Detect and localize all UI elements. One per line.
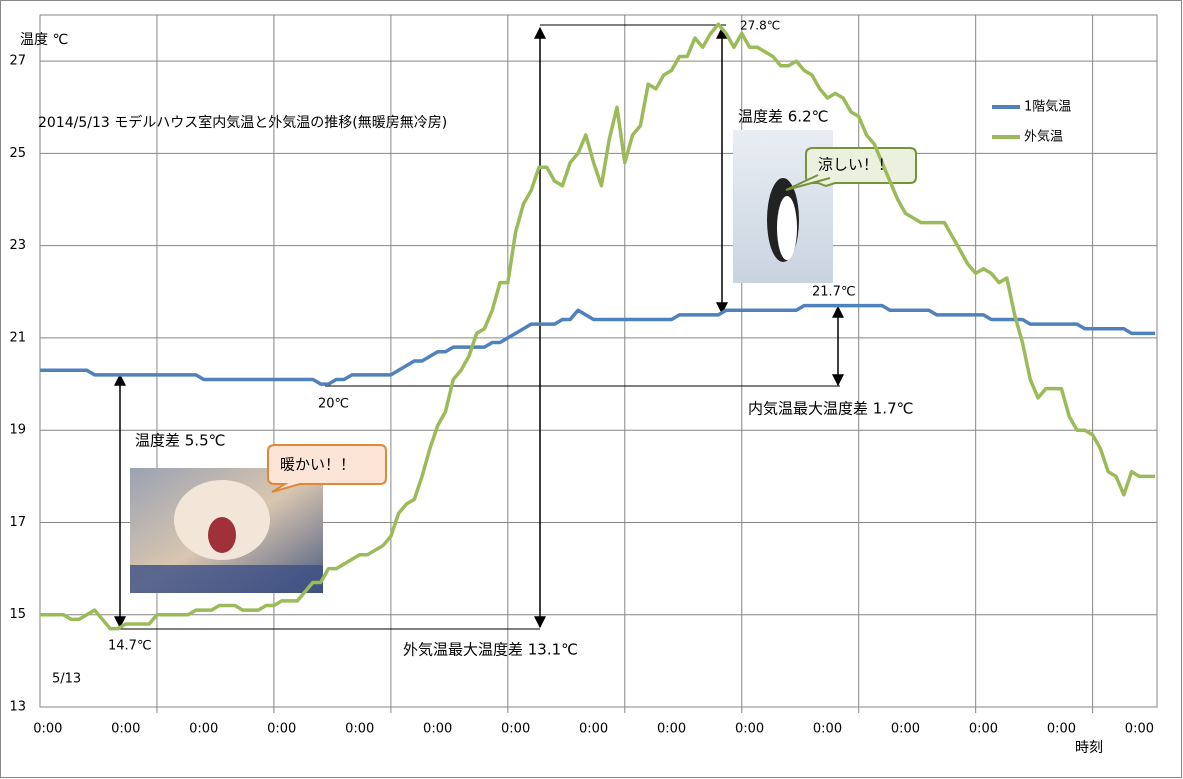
x-tick-label: 0:00 xyxy=(813,722,842,737)
penguin-belly xyxy=(777,196,797,260)
annotation: 21.7℃ xyxy=(812,285,856,300)
annotation: 涼しい！！ xyxy=(818,156,893,174)
legend-label: 1階気温 xyxy=(1024,99,1071,115)
series-line xyxy=(40,303,1155,386)
x-tick-label: 0:00 xyxy=(345,722,374,737)
x-tick-label: 0:00 xyxy=(579,722,608,737)
annotation: 内気温最大温度差 1.7℃ xyxy=(748,400,913,418)
annotation: 温度差 6.2℃ xyxy=(738,108,828,126)
x-tick-label: 0:00 xyxy=(423,722,452,737)
y-tick-label: 15 xyxy=(9,607,26,622)
x-tick-label: 0:00 xyxy=(657,722,686,737)
y-axis-label: 温度 ℃ xyxy=(20,32,68,48)
annotation: 5/13 xyxy=(52,672,81,687)
x-tick-label: 0:00 xyxy=(267,722,296,737)
x-tick-label: 0:00 xyxy=(735,722,764,737)
y-tick-label: 23 xyxy=(9,238,26,253)
y-tick-label: 13 xyxy=(9,700,26,715)
annotation: 27.8℃ xyxy=(740,19,780,33)
bubble xyxy=(267,444,387,493)
x-tick-label: 0:00 xyxy=(501,722,530,737)
x-tick-label: 0:00 xyxy=(189,722,218,737)
annotation: 20℃ xyxy=(318,397,349,412)
y-tick-label: 25 xyxy=(9,146,26,161)
x-tick-label: 0:00 xyxy=(1047,722,1076,737)
annotation: 14.7℃ xyxy=(108,639,152,654)
x-tick-label: 0:00 xyxy=(111,722,140,737)
annotation: 温度差 5.5℃ xyxy=(135,432,225,450)
x-tick-label: 0:00 xyxy=(33,722,62,737)
cat-blanket xyxy=(130,565,323,593)
x-tick-label: 0:00 xyxy=(891,722,920,737)
annotation: 外気温最大温度差 13.1℃ xyxy=(403,641,578,659)
bubble-tail xyxy=(785,174,831,191)
plot-layer: 13 15 17 19 21 23 25 27 0:00 0:00 0:00 0:00 0:00 0:00… xyxy=(9,15,1157,737)
chart-title: 2014/5/13 モデルハウス室内気温と外気温の推移(無暖房無冷房) xyxy=(38,114,447,131)
x-tick-label: 0:00 xyxy=(1125,722,1154,737)
y-tick-label: 19 xyxy=(9,423,26,438)
y-tick-label: 21 xyxy=(9,330,26,345)
y-tick-label: 17 xyxy=(9,515,26,530)
x-axis-label: 時刻 xyxy=(1075,740,1103,756)
cat-mouth xyxy=(208,517,236,553)
legend-label: 外気温 xyxy=(1024,129,1063,145)
y-tick-label: 27 xyxy=(9,54,26,69)
annotation: 暖かい！！ xyxy=(280,456,355,474)
series-line xyxy=(40,22,1155,631)
x-tick-label: 0:00 xyxy=(969,722,998,737)
